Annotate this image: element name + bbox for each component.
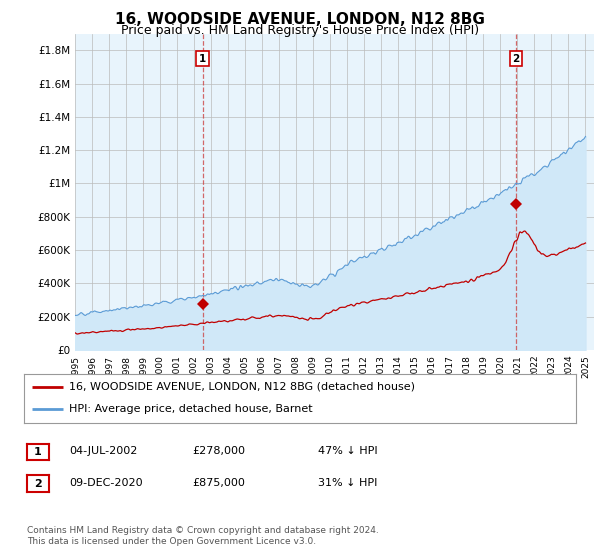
- Text: £278,000: £278,000: [192, 446, 245, 456]
- Text: 2: 2: [512, 54, 520, 64]
- Text: Price paid vs. HM Land Registry's House Price Index (HPI): Price paid vs. HM Land Registry's House …: [121, 24, 479, 36]
- Text: 1: 1: [34, 447, 41, 457]
- Text: 1: 1: [199, 54, 206, 64]
- Text: 16, WOODSIDE AVENUE, LONDON, N12 8BG (detached house): 16, WOODSIDE AVENUE, LONDON, N12 8BG (de…: [69, 382, 415, 392]
- Text: 47% ↓ HPI: 47% ↓ HPI: [318, 446, 377, 456]
- Text: 16, WOODSIDE AVENUE, LONDON, N12 8BG: 16, WOODSIDE AVENUE, LONDON, N12 8BG: [115, 12, 485, 27]
- Text: £875,000: £875,000: [192, 478, 245, 488]
- Text: 04-JUL-2002: 04-JUL-2002: [69, 446, 137, 456]
- Text: 2: 2: [34, 479, 41, 489]
- Text: HPI: Average price, detached house, Barnet: HPI: Average price, detached house, Barn…: [69, 404, 313, 414]
- Text: 31% ↓ HPI: 31% ↓ HPI: [318, 478, 377, 488]
- Text: 09-DEC-2020: 09-DEC-2020: [69, 478, 143, 488]
- Text: Contains HM Land Registry data © Crown copyright and database right 2024.
This d: Contains HM Land Registry data © Crown c…: [27, 526, 379, 546]
